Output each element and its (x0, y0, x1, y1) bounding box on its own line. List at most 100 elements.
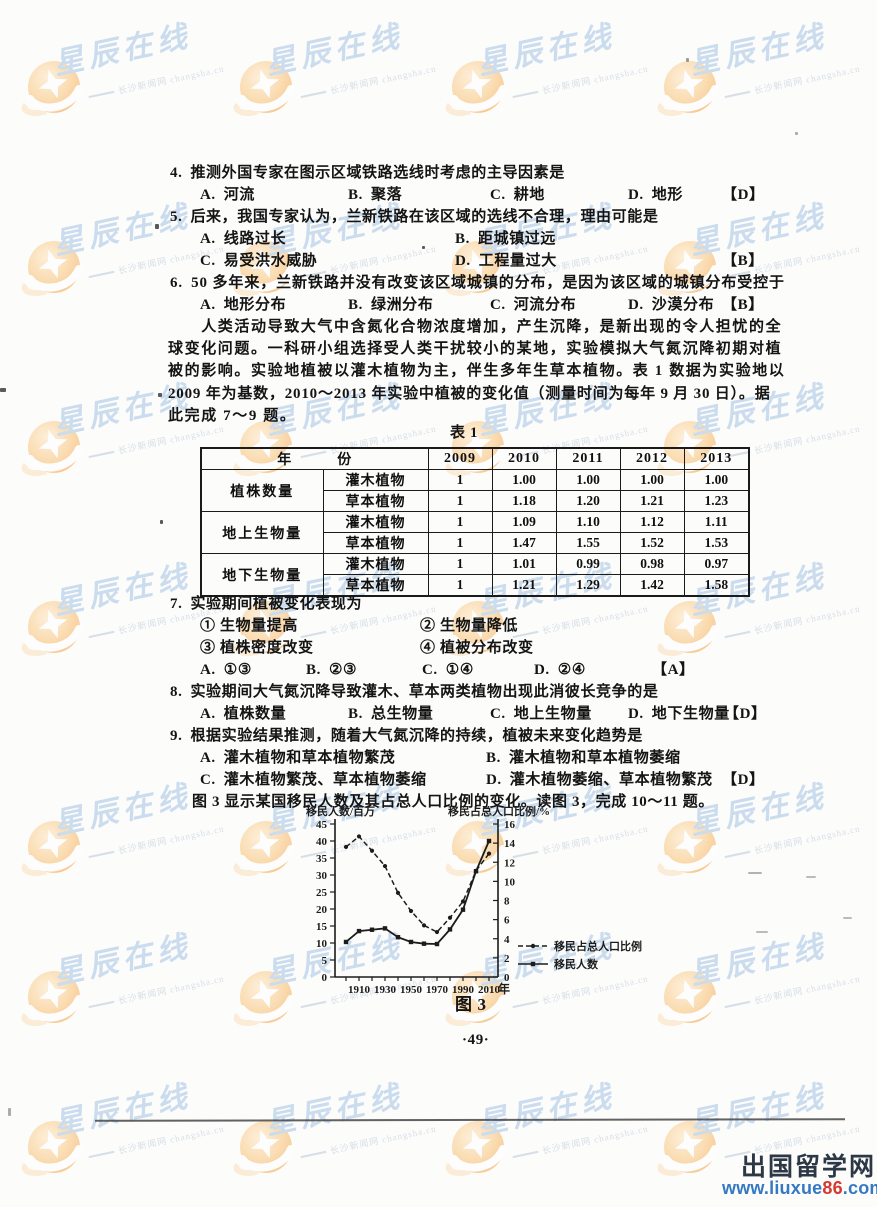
table-year-cell: 2012 (619, 447, 685, 470)
table-value-cell: 1.47 (491, 532, 557, 554)
question-9-option-a: A. 灌木植物和草本植物繁茂 (200, 750, 396, 766)
question-7-answer: 【A】 (652, 662, 695, 678)
table-year-cell: 2013 (683, 447, 750, 470)
question-8-option-a: A. 植株数量 (200, 706, 287, 722)
right-axis-tick-label: 8 (504, 896, 510, 908)
table-value-cell: 1.58 (683, 574, 750, 597)
right-axis-title: 移民占总人口比例/% (448, 806, 550, 818)
figure-3-intro: 图 3 显示某国移民人数及其占总人口比例的变化。读图 3，完成 10～11 题。 (192, 794, 714, 810)
question-9-answer: 【D】 (722, 772, 765, 788)
data-point-dot (382, 863, 388, 869)
question-7-stem: 7. 实验期间植被变化表现为 (170, 596, 363, 612)
data-point-square (486, 838, 492, 844)
question-7-option-b: B. ②③ (306, 662, 358, 678)
x-axis-tick-label: 1910 (348, 984, 371, 996)
page-number: ·49· (462, 1032, 490, 1048)
table-group-label: 地上生物量 (200, 511, 324, 554)
table-row: 地上生物量 灌木植物 1 1.09 1.10 1.12 1.11 (200, 511, 750, 554)
table-1: 年 份 2009 2010 2011 2012 2013 植株数量 灌木植物 1 1.00 1.00… (200, 447, 750, 597)
scan-speck (686, 58, 689, 62)
data-point-dot (343, 844, 349, 850)
left-axis-tick-label: 25 (316, 887, 328, 899)
table-value-cell: 1.23 (683, 490, 750, 512)
left-axis-tick-label: 35 (316, 853, 328, 865)
question-5-stem: 5. 后来，我国专家认为，兰新铁路在该区域的选线不合理，理由可能是 (170, 209, 659, 225)
left-axis-tick-label: 30 (316, 870, 328, 882)
question-7-item-2: ② 生物量降低 (420, 618, 518, 634)
right-axis-tick-label: 12 (504, 857, 516, 869)
data-point-dot (460, 899, 466, 904)
legend-marker-square (530, 961, 536, 967)
scan-speck (806, 876, 816, 878)
data-point-square (473, 869, 479, 874)
passage-line-5: 此完成 7～9 题。 (168, 408, 297, 424)
question-9-option-b: B. 灌木植物和草本植物萎缩 (486, 750, 681, 766)
table-value-cell: 1.21 (619, 490, 685, 512)
scan-speck (843, 917, 852, 919)
data-point-dot (395, 890, 401, 895)
right-axis-tick-label: 10 (504, 876, 516, 888)
passage-line-1: 人类活动导致大气中含氮化合物浓度增加，产生沉降，是新出现的令人担忧的全 (168, 319, 783, 335)
right-axis-tick-label: 4 (504, 934, 510, 946)
table-value-cell: 1.20 (555, 490, 621, 512)
table-row-label: 灌木植物 (322, 511, 429, 533)
table-value-cell: 1.12 (619, 511, 685, 533)
x-axis-tick-label: 1930 (374, 984, 397, 996)
data-point-dot (447, 915, 453, 920)
table-value-cell: 1 (427, 511, 493, 533)
table-value-cell: 1.10 (555, 511, 621, 533)
footer-site-url: www.liuxue86.com (722, 1178, 877, 1198)
legend-label: 移民占总人口比例 (554, 939, 642, 953)
table-value-cell: 1.11 (683, 511, 750, 533)
question-8-answer: 【D】 (724, 706, 767, 722)
axes (334, 819, 499, 978)
scan-speck (160, 520, 163, 524)
table-value-cell: 1.01 (491, 553, 557, 575)
left-axis-tick-label: 20 (316, 904, 328, 916)
data-point-dot (434, 929, 440, 935)
scan-speck (8, 1108, 11, 1116)
table-year-header: 年 份 (200, 447, 429, 470)
question-9-stem: 9. 根据实验结果推测，随着大气氮沉降的持续，植被未来变化趋势是 (170, 728, 643, 744)
data-point-square (408, 939, 414, 945)
passage-line-2: 球变化问题。一科研小组选择受人类干扰较小的某地，实验模拟大气氮沉降初期对植 (168, 341, 783, 357)
data-point-square (421, 941, 427, 946)
question-9-option-c: C. 灌木植物繁茂、草本植物萎缩 (200, 772, 427, 788)
question-4-option-b: B. 聚落 (348, 187, 403, 203)
table-value-cell: 1 (427, 553, 493, 575)
left-axis-tick-label: 0 (322, 972, 328, 984)
table-value-cell: 1.29 (555, 574, 621, 597)
question-7-option-c: C. ①④ (422, 662, 474, 678)
table-value-cell: 1.21 (491, 574, 557, 597)
legend-marker-dot (530, 943, 536, 949)
left-axis-tick-label: 15 (316, 921, 328, 933)
right-axis-tick-label: 6 (504, 915, 510, 927)
data-point-dot (486, 851, 492, 856)
table-row: 草本植物 1 1.18 1.20 1.21 1.23 (201, 490, 750, 512)
question-8-option-b: B. 总生物量 (348, 706, 434, 722)
legend-label: 移民人数 (554, 957, 599, 971)
table-group-label: 地下生物量 (200, 553, 324, 597)
right-axis-tick-label: 14 (504, 838, 516, 850)
table-value-cell: 0.97 (683, 553, 750, 575)
question-6-option-d: D. 沙漠分布 (628, 297, 715, 313)
right-axis-tick-label: 0 (504, 972, 510, 984)
question-7-item-3: ③ 植株密度改变 (200, 640, 314, 656)
left-axis-tick-label: 10 (316, 938, 328, 950)
question-5-option-a: A. 线路过长 (200, 231, 287, 247)
x-axis-tick-label: 1950 (400, 984, 423, 996)
scan-speck (795, 132, 798, 135)
table-value-cell: 1 (427, 574, 493, 597)
passage-line-3: 被的影响。实验地植被以灌木植物为主，伴生多年生草本植物。表 1 数据为实验地以 (168, 363, 786, 379)
question-5-answer: 【B】 (722, 253, 764, 269)
data-point-square (434, 941, 440, 947)
table-value-cell: 1.42 (619, 574, 685, 597)
question-6-option-a: A. 地形分布 (200, 297, 287, 313)
question-4-option-c: C. 耕地 (490, 187, 545, 203)
table-row: 植株数量 灌木植物 1 1.00 1.00 1.00 1.00 (200, 469, 750, 512)
figure-3-caption: 图 3 (455, 995, 487, 1014)
table-row-label: 草本植物 (322, 490, 429, 512)
